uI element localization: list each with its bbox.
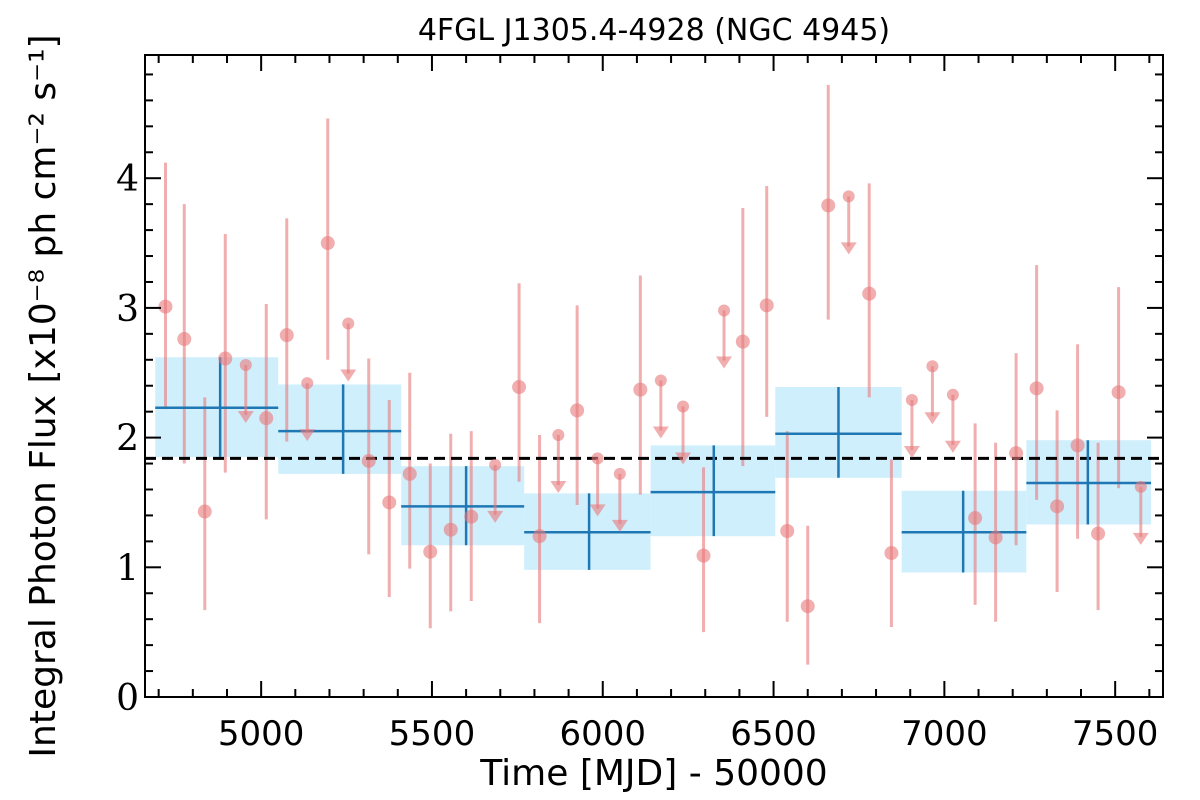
short-bin-point [1050, 499, 1065, 514]
short-bin-point [1091, 526, 1106, 541]
short-bin-point [259, 411, 274, 426]
y-tick-label: 0 [116, 678, 139, 719]
short-bin-point [402, 466, 417, 481]
upper-limit-arrow [487, 510, 504, 523]
upper-limit-point [489, 458, 502, 471]
short-bin-point [218, 351, 233, 366]
long-bin-band [278, 384, 402, 474]
upper-limit-point [1134, 480, 1147, 493]
x-tick-label: 6000 [559, 714, 646, 754]
upper-limit-arrow [299, 429, 316, 442]
axis-tick-labels: 5000 5500 6000 6500 7000 7500 0 1 2 3 4 [116, 159, 1158, 754]
short-bin-point [759, 298, 774, 313]
short-bin-point [988, 530, 1003, 545]
upper-limit-arrow [1132, 532, 1149, 545]
short-bin-point [279, 328, 294, 343]
y-tick-label: 2 [116, 419, 139, 460]
upper-limit-point [946, 388, 959, 401]
upper-limit-arrow [550, 481, 567, 494]
upper-limit-point [842, 190, 855, 203]
plot-frame [144, 54, 1164, 698]
short-bin-point [735, 334, 750, 349]
upper-limit-arrow [652, 426, 669, 439]
short-bin-point [1029, 381, 1044, 396]
upper-limit-markers [237, 190, 1149, 545]
x-tick-label: 7000 [901, 714, 988, 754]
upper-limit-arrow [716, 356, 733, 369]
upper-limit-arrow [903, 445, 920, 458]
upper-limit-point [677, 400, 690, 413]
short-bin-point [633, 382, 648, 397]
chart-title: 4FGL J1305.4-4928 (NGC 4945) [418, 13, 890, 48]
x-tick-label: 7500 [1072, 714, 1159, 754]
upper-limit-point [552, 429, 565, 442]
x-tick-label: 5500 [389, 714, 476, 754]
x-tick-label: 5000 [218, 714, 305, 754]
x-tick-label: 6500 [730, 714, 817, 754]
upper-limit-arrow [340, 369, 357, 382]
short-bin-point [696, 548, 711, 563]
y-tick-label: 4 [116, 159, 139, 200]
long-bin-markers [155, 357, 1152, 573]
short-bin-point [197, 504, 212, 519]
short-bin-point [821, 198, 836, 213]
short-bin-point [177, 332, 192, 347]
upper-limit-point [654, 374, 667, 387]
upper-limit-arrow [675, 452, 692, 465]
short-bin-point [570, 403, 585, 418]
upper-limit-arrow [237, 410, 254, 423]
upper-limit-point [926, 360, 939, 373]
short-bin-point [862, 286, 877, 301]
short-bin-point [443, 522, 458, 537]
y-tick-label: 1 [116, 548, 139, 589]
upper-limit-point [301, 377, 314, 390]
upper-limit-point [613, 467, 626, 480]
short-bin-point [532, 529, 547, 544]
axis-ticks [145, 55, 1163, 698]
short-bin-point [968, 511, 983, 526]
upper-limit-arrow [611, 519, 628, 532]
short-bin-point [158, 299, 173, 314]
upper-limit-arrow [924, 412, 941, 425]
short-bin-point [361, 453, 376, 468]
upper-limit-arrow [589, 504, 606, 517]
upper-limit-point [591, 452, 604, 465]
short-bin-point [1009, 446, 1024, 461]
short-bin-point [1070, 438, 1085, 453]
upper-limit-point [342, 317, 355, 330]
y-axis-label: Integral Photon Flux [x10⁻⁸ ph cm⁻² s⁻¹] [23, 34, 64, 757]
short-bin-point [1111, 385, 1126, 400]
upper-limit-point [718, 304, 731, 317]
short-bin-point [780, 523, 795, 538]
short-bin-point [800, 599, 815, 614]
short-bin-point [464, 509, 479, 524]
short-bin-point [320, 236, 335, 251]
short-bin-point [512, 380, 527, 395]
x-axis-label: Time [MJD] - 50000 [479, 753, 827, 794]
upper-limit-point [239, 358, 252, 371]
upper-limit-arrow [944, 440, 961, 453]
short-bin-points [158, 198, 1126, 614]
short-bin-error-bars [163, 84, 1121, 665]
upper-limit-arrow [840, 242, 857, 255]
short-bin-point [884, 546, 899, 561]
y-tick-label: 3 [116, 289, 139, 330]
short-bin-point [382, 495, 397, 510]
upper-limit-point [905, 393, 918, 406]
short-bin-point [423, 544, 438, 559]
